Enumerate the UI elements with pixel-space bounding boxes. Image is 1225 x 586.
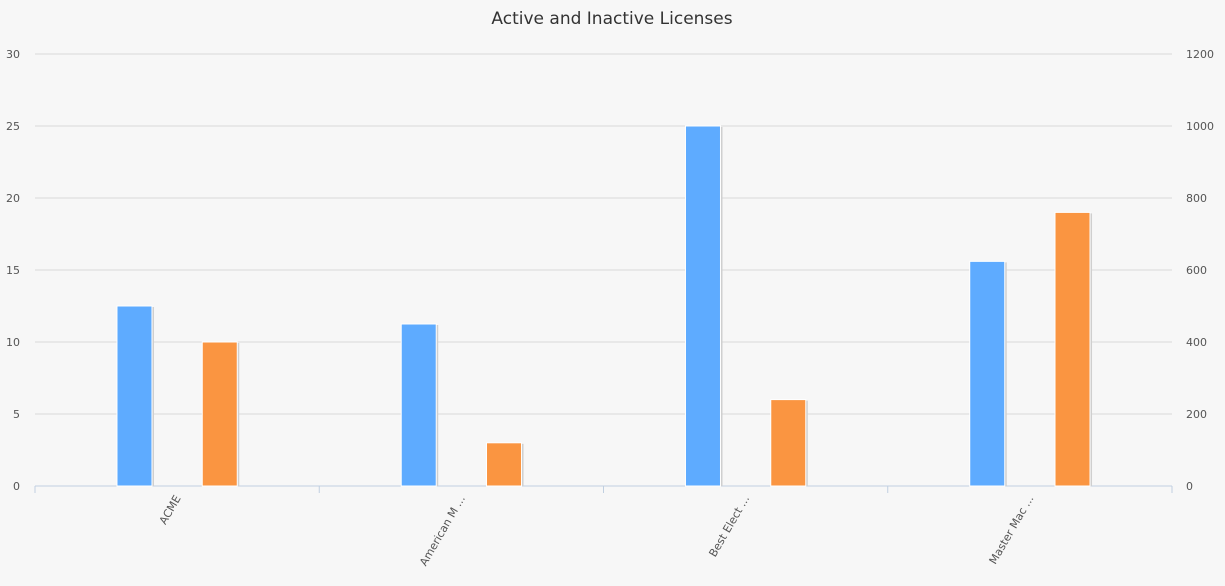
y-left-tick-label: 10: [6, 336, 20, 349]
bar[interactable]: [969, 260, 1006, 487]
y-left-tick-label: 15: [6, 264, 20, 277]
x-category-label: ACME: [157, 493, 184, 527]
bar[interactable]: [400, 323, 437, 487]
x-category-label: Master Mac ...: [987, 493, 1037, 566]
bar[interactable]: [116, 305, 153, 487]
x-category-label: Best Elect ...: [706, 493, 752, 559]
y-left-tick-label: 25: [6, 120, 20, 133]
y-right-tick-label: 0: [1186, 480, 1193, 493]
bar[interactable]: [1054, 211, 1091, 487]
bar[interactable]: [201, 341, 238, 487]
x-category-label: American M ...: [417, 493, 468, 568]
y-right-tick-label: 1200: [1186, 48, 1214, 61]
bar[interactable]: [770, 399, 807, 487]
y-right-tick-label: 800: [1186, 192, 1207, 205]
y-right-tick-label: 400: [1186, 336, 1207, 349]
y-right-tick-label: 600: [1186, 264, 1207, 277]
chart-title: Active and Inactive Licenses: [491, 9, 732, 29]
y-left-tick-label: 5: [13, 408, 20, 421]
bars: [116, 125, 1093, 487]
bar[interactable]: [486, 442, 523, 487]
y-left-tick-label: 0: [13, 480, 20, 493]
bar[interactable]: [684, 125, 721, 487]
y-left-tick-label: 30: [6, 48, 20, 61]
y-right-tick-label: 1000: [1186, 120, 1214, 133]
y-left-tick-label: 20: [6, 192, 20, 205]
y-right-tick-label: 200: [1186, 408, 1207, 421]
axes: [34, 485, 1173, 493]
